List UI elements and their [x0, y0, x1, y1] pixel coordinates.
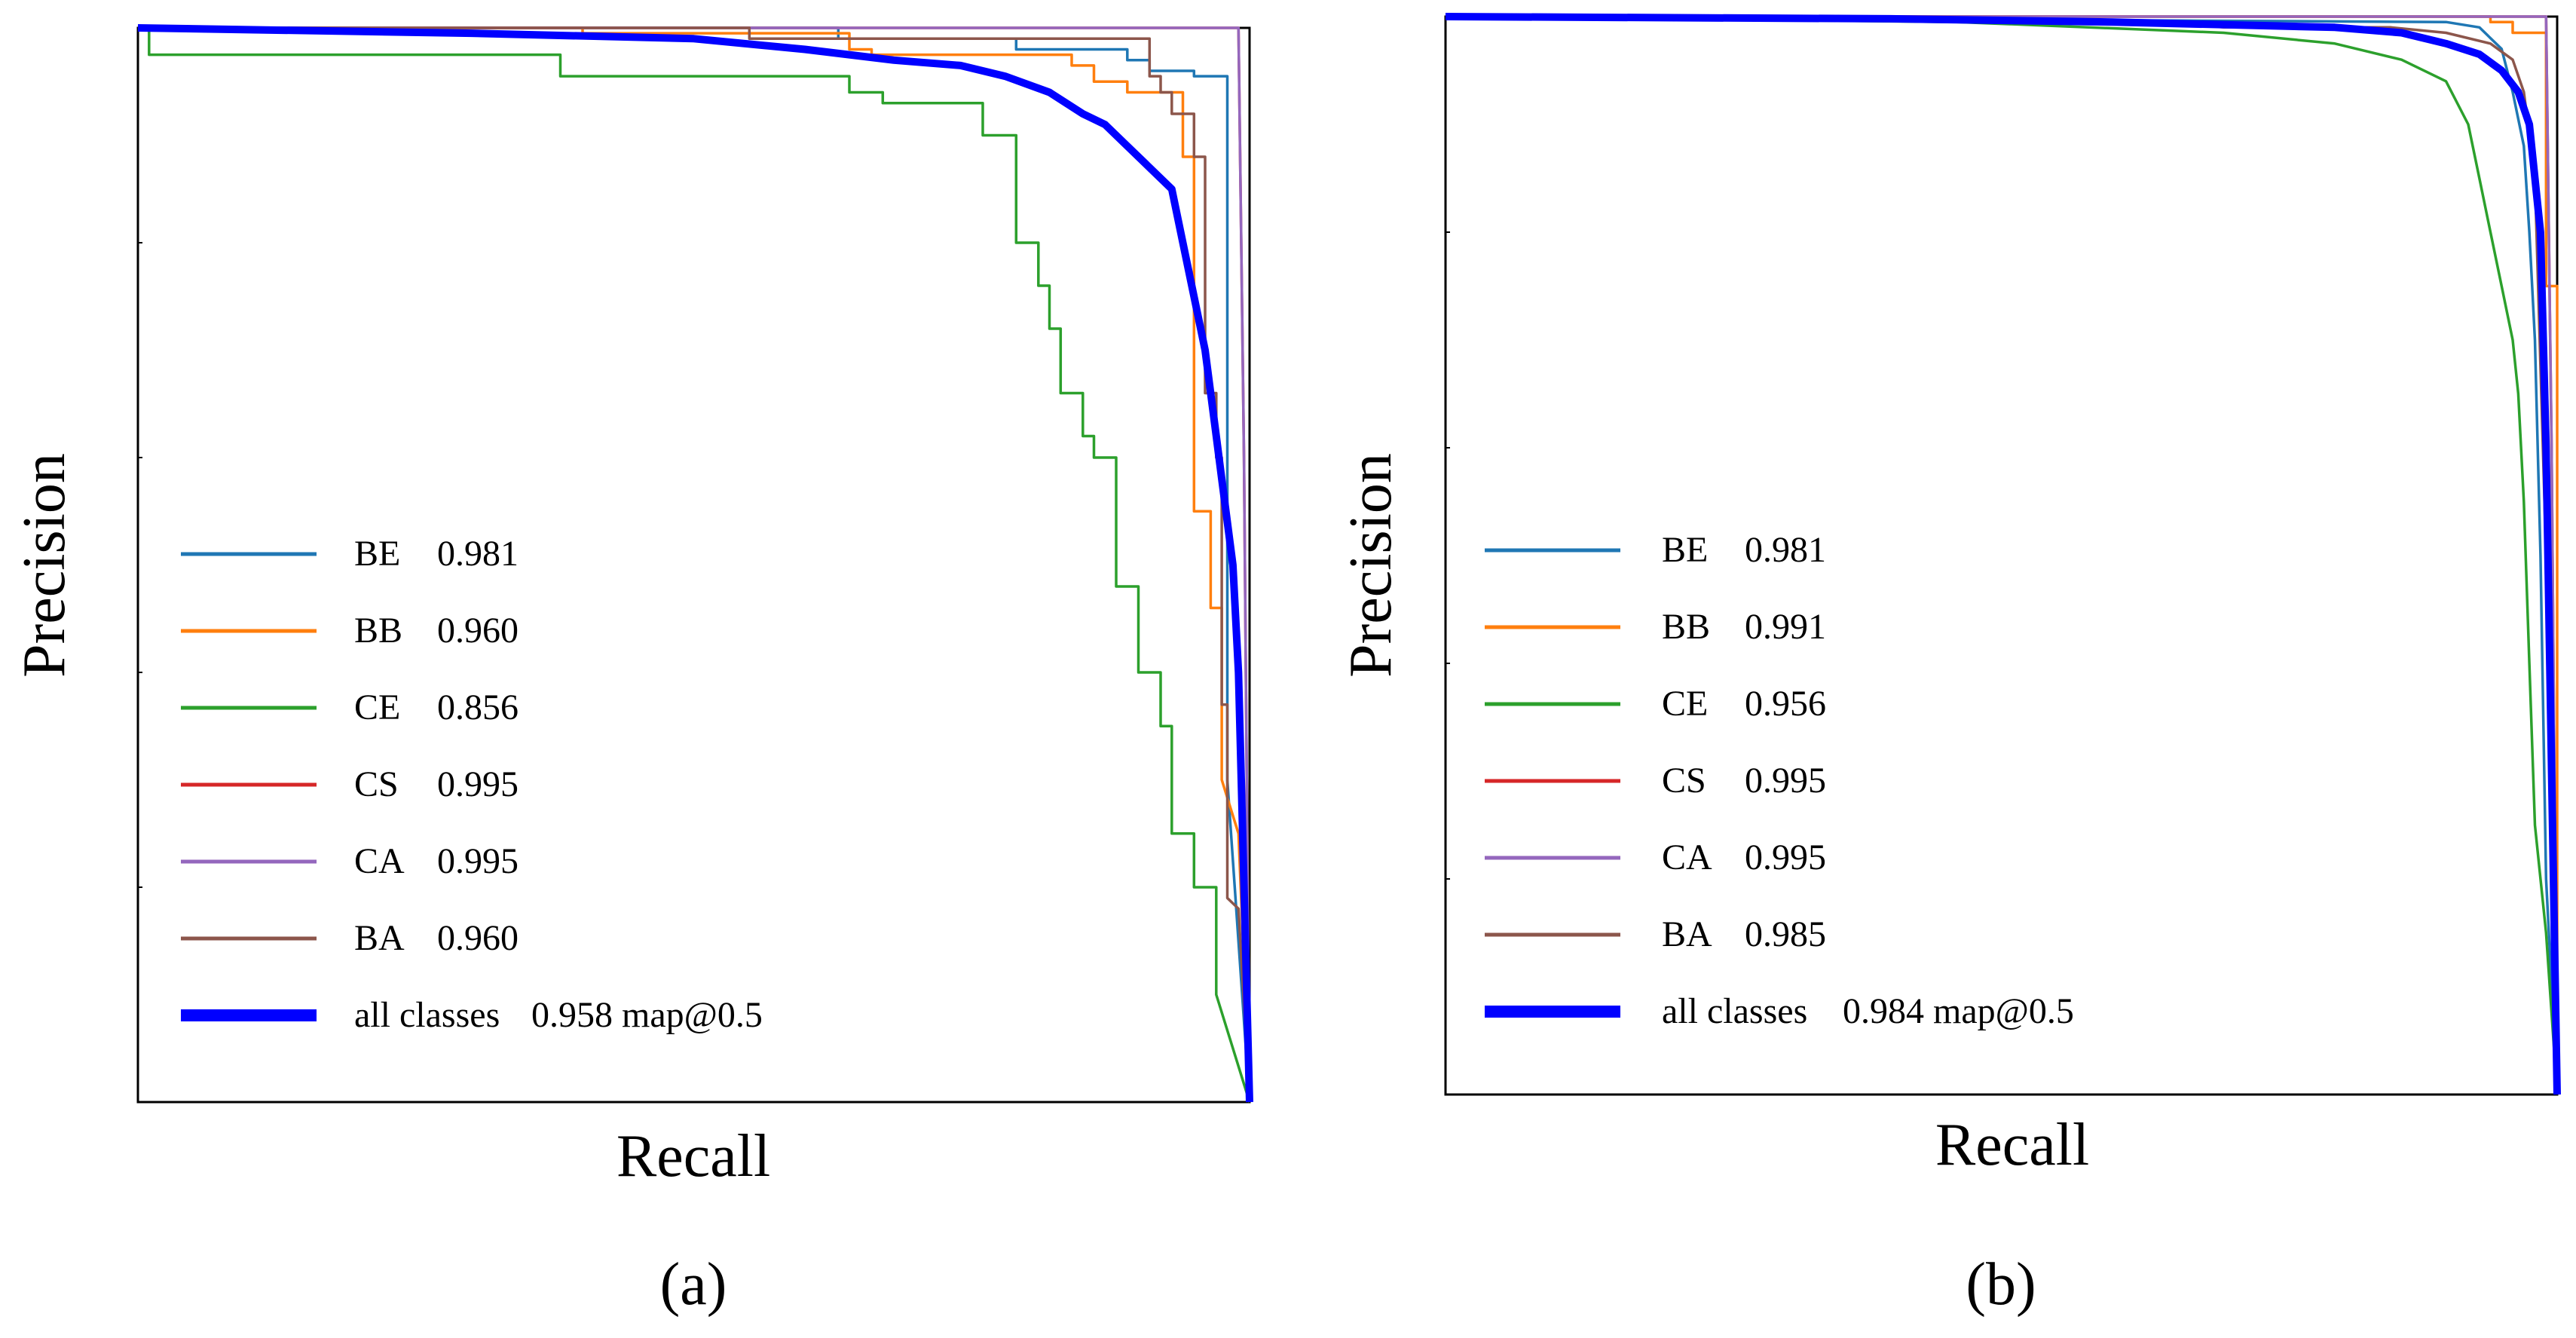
legend-value: 0.984 map@0.5 — [1843, 991, 2074, 1031]
legend-value: 0.995 — [437, 764, 519, 804]
series-line-ce — [1445, 15, 2559, 1095]
series-line-all-classes — [137, 24, 1253, 1103]
legend-value: 0.995 — [1745, 837, 1826, 877]
legend-value: 0.960 — [437, 918, 519, 958]
legend-value: 0.958 map@0.5 — [531, 995, 763, 1035]
legend: BE 0.981 BB 0.991 CE 0.956 CS 0.995 CA 0.995 BA 0.9… — [1485, 530, 2074, 1031]
y-axis-label: Precision — [11, 453, 78, 678]
series-line-bb — [1446, 15, 2559, 1095]
legend: BE 0.981 BB 0.960 CE 0.856 CS 0.995 CA 0.995 BA 0.9… — [181, 534, 763, 1035]
legend-value: 0.985 — [1745, 914, 1826, 954]
legend-label: CS — [354, 764, 399, 804]
series-line-all-classes — [1445, 13, 2561, 1095]
legend-label: BE — [1662, 530, 1708, 570]
series-line-be — [1445, 15, 2559, 1095]
figure-caption: (a) — [660, 1251, 727, 1318]
y-ticks — [138, 242, 142, 888]
legend-value: 0.960 — [437, 611, 519, 651]
legend-label: CS — [1662, 761, 1706, 801]
legend-value: 0.991 — [1745, 607, 1826, 647]
series-lines — [1445, 13, 2561, 1095]
legend-label: BB — [354, 611, 402, 651]
legend-label: BA — [354, 918, 405, 958]
legend-label: all classes — [354, 995, 500, 1035]
series-line-bb — [138, 26, 1251, 1103]
x-axis-label: Recall — [1935, 1112, 2089, 1178]
x-axis-label: Recall — [616, 1123, 770, 1190]
legend-label: CA — [1662, 837, 1712, 877]
chart-panel-b: BE 0.981 BB 0.991 CE 0.956 CS 0.995 CA 0.995 BA 0.9… — [1338, 13, 2561, 1318]
legend-label: BB — [1662, 607, 1710, 647]
legend-label: CE — [1662, 684, 1708, 724]
series-line-ba — [138, 26, 1251, 1103]
legend-label: CA — [354, 841, 405, 881]
plot-frame — [136, 26, 1251, 1104]
legend-value: 0.856 — [437, 687, 519, 727]
legend-value: 0.995 — [437, 841, 519, 881]
legend-value: 0.981 — [1745, 530, 1826, 570]
chart-panel-a: BE 0.981 BB 0.960 CE 0.856 CS 0.995 CA 0.995 BA 0.9… — [11, 24, 1253, 1318]
y-ticks — [1446, 231, 1450, 880]
legend-label: BE — [354, 534, 400, 574]
legend-value: 0.956 — [1745, 684, 1826, 724]
series-line-ce — [138, 26, 1251, 1103]
legend-label: all classes — [1662, 991, 1807, 1031]
series-lines — [137, 24, 1253, 1103]
legend-label: CE — [354, 687, 400, 727]
plot-frame — [1444, 15, 2559, 1096]
legend-value: 0.981 — [437, 534, 519, 574]
figure-caption: (b) — [1966, 1251, 2036, 1318]
y-axis-label: Precision — [1338, 453, 1404, 678]
legend-value: 0.995 — [1745, 761, 1826, 801]
legend-label: BA — [1662, 914, 1712, 954]
